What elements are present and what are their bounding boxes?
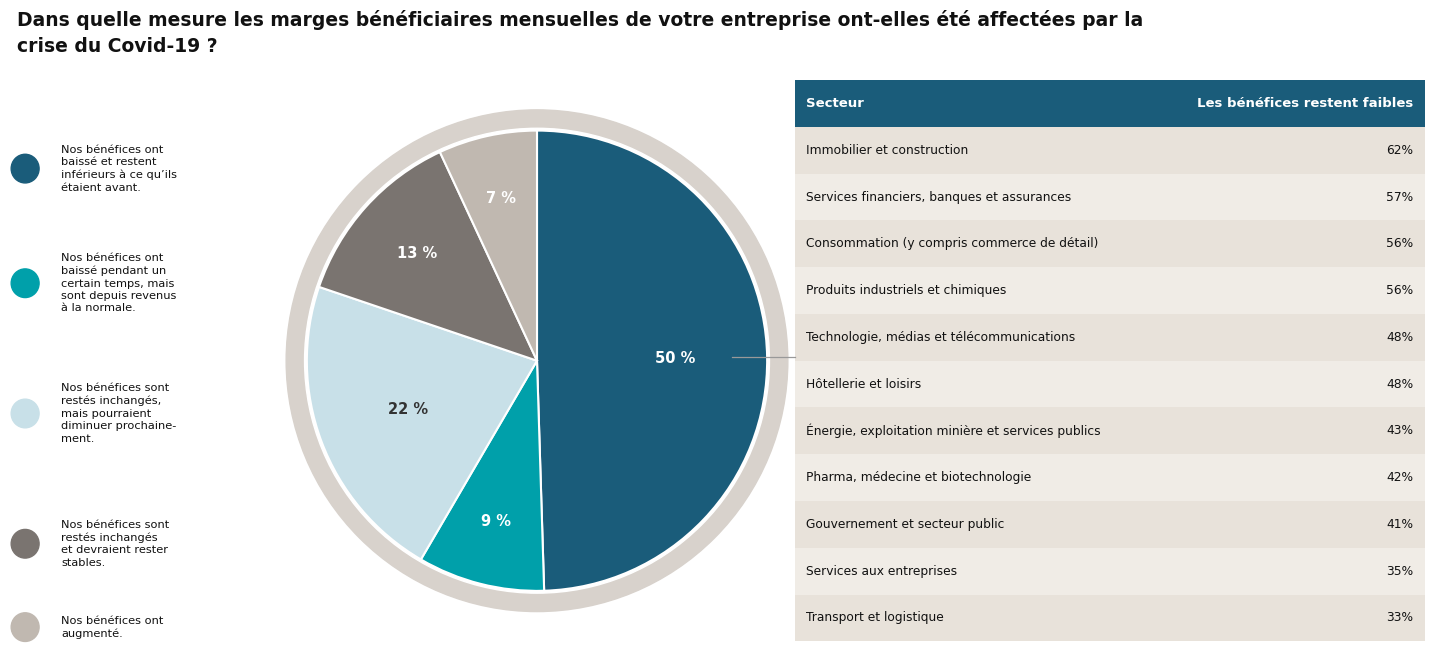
Bar: [795, 501, 1425, 548]
Wedge shape: [440, 130, 537, 361]
Text: Nos bénéfices ont
augmenté.: Nos bénéfices ont augmenté.: [62, 616, 163, 639]
Text: 35%: 35%: [1386, 564, 1413, 578]
Text: 7 %: 7 %: [487, 192, 516, 206]
Wedge shape: [537, 130, 768, 591]
Text: 50 %: 50 %: [654, 351, 696, 366]
Text: Services aux entreprises: Services aux entreprises: [806, 564, 957, 578]
Text: 33%: 33%: [1386, 611, 1413, 625]
Ellipse shape: [11, 530, 39, 558]
Bar: [795, 314, 1425, 361]
Text: 57%: 57%: [1386, 190, 1413, 204]
Bar: [795, 267, 1425, 314]
Bar: [795, 454, 1425, 501]
Text: 9 %: 9 %: [481, 514, 511, 529]
Text: Pharma, médecine et biotechnologie: Pharma, médecine et biotechnologie: [806, 471, 1031, 484]
Text: 56%: 56%: [1386, 284, 1413, 297]
Text: Secteur: Secteur: [806, 97, 863, 110]
Text: Gouvernement et secteur public: Gouvernement et secteur public: [806, 518, 1004, 531]
Text: 62%: 62%: [1386, 144, 1413, 157]
Wedge shape: [421, 361, 544, 591]
Bar: [795, 595, 1425, 641]
Text: 48%: 48%: [1386, 377, 1413, 391]
Circle shape: [286, 110, 788, 612]
Text: 41%: 41%: [1386, 518, 1413, 531]
Text: Nos bénéfices sont
restés inchangés,
mais pourraient
diminuer prochaine-
ment.: Nos bénéfices sont restés inchangés, mai…: [62, 383, 176, 444]
Text: Transport et logistique: Transport et logistique: [806, 611, 944, 625]
Text: Produits industriels et chimiques: Produits industriels et chimiques: [806, 284, 1007, 297]
Ellipse shape: [11, 269, 39, 297]
Text: Les bénéfices restent faibles: Les bénéfices restent faibles: [1197, 97, 1413, 110]
Bar: [795, 407, 1425, 454]
Text: Nos bénéfices ont
baissé et restent
inférieurs à ce qu’ils
étaient avant.: Nos bénéfices ont baissé et restent infé…: [62, 145, 178, 192]
Text: Consommation (y compris commerce de détail): Consommation (y compris commerce de déta…: [806, 237, 1098, 250]
Text: Dans quelle mesure les marges bénéficiaires mensuelles de votre entreprise ont-e: Dans quelle mesure les marges bénéficiai…: [17, 10, 1143, 30]
Bar: [795, 174, 1425, 220]
Text: 42%: 42%: [1386, 471, 1413, 484]
Text: Hôtellerie et loisirs: Hôtellerie et loisirs: [806, 377, 921, 391]
Text: 43%: 43%: [1386, 424, 1413, 438]
Text: Services financiers, banques et assurances: Services financiers, banques et assuranc…: [806, 190, 1071, 204]
Text: 48%: 48%: [1386, 331, 1413, 344]
Wedge shape: [306, 287, 537, 559]
Text: Nos bénéfices sont
restés inchangés
et devraient rester
stables.: Nos bénéfices sont restés inchangés et d…: [62, 520, 169, 568]
Text: Nos bénéfices ont
baissé pendant un
certain temps, mais
sont depuis revenus
à la: Nos bénéfices ont baissé pendant un cert…: [62, 253, 176, 313]
Text: Énergie, exploitation minière et services publics: Énergie, exploitation minière et service…: [806, 424, 1101, 438]
Bar: [795, 127, 1425, 174]
Ellipse shape: [11, 399, 39, 428]
Text: Technologie, médias et télécommunications: Technologie, médias et télécommunication…: [806, 331, 1075, 344]
Circle shape: [305, 128, 769, 593]
Ellipse shape: [11, 613, 39, 641]
Wedge shape: [319, 152, 537, 361]
Bar: [795, 80, 1425, 127]
Bar: [795, 548, 1425, 595]
Text: crise du Covid-19 ?: crise du Covid-19 ?: [17, 37, 218, 55]
Bar: [795, 361, 1425, 407]
Text: Immobilier et construction: Immobilier et construction: [806, 144, 968, 157]
Text: 56%: 56%: [1386, 237, 1413, 250]
Bar: [795, 220, 1425, 267]
Ellipse shape: [11, 154, 39, 183]
Text: 13 %: 13 %: [397, 246, 437, 261]
Text: 22 %: 22 %: [388, 401, 428, 417]
